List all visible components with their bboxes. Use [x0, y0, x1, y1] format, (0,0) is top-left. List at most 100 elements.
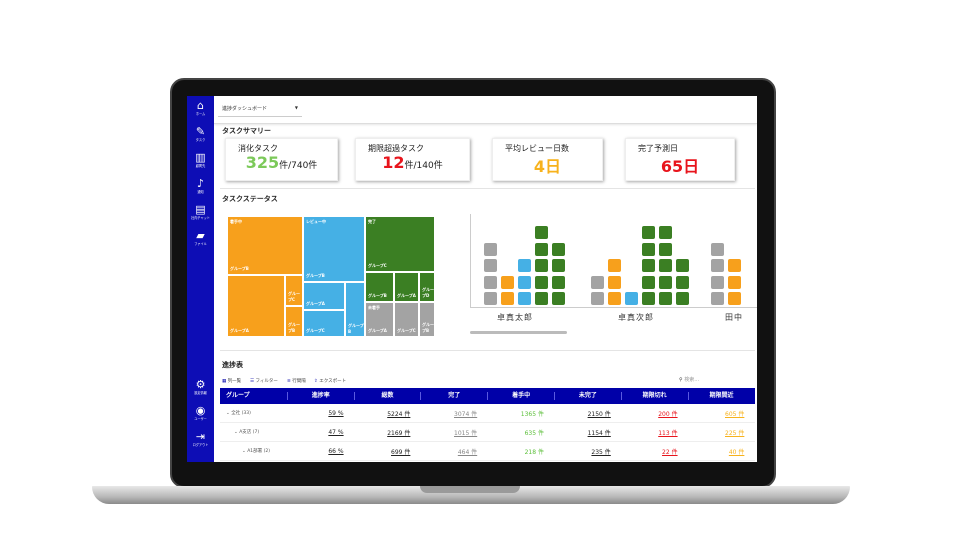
- gear-icon: ⚙: [195, 378, 206, 391]
- group-cell[interactable]: ⌄ A支店 (7): [234, 430, 260, 435]
- dashboard-select[interactable]: 進捗ダッシュボード ▼: [218, 99, 302, 117]
- treemap-cell[interactable]: 完了 グループC: [365, 216, 435, 272]
- treemap-chart: 着手中 グループB グループA グループC グループB レビュー中 グループB グループA グル…: [227, 216, 435, 337]
- treemap-cell[interactable]: グループC: [303, 310, 345, 337]
- treemap-cell[interactable]: グループB: [365, 272, 394, 302]
- treemap-group-label: グループD: [422, 287, 434, 298]
- treemap-cell[interactable]: レビュー中 グループB: [303, 216, 365, 282]
- table-cell[interactable]: 1365 件: [520, 410, 544, 418]
- task-icon: ✎: [195, 125, 206, 138]
- waffle-square: [484, 292, 497, 305]
- treemap-cell[interactable]: グループC: [394, 302, 419, 337]
- table-cell[interactable]: 464 件: [457, 448, 478, 456]
- toolbar-label: 行間隔: [292, 379, 306, 384]
- summary-card: 期限超過タスク 12件/140件: [355, 138, 470, 181]
- toolbar-button-3[interactable]: ⇪ エクスポート: [314, 378, 346, 384]
- table-cell[interactable]: 200 件: [658, 410, 678, 418]
- treemap-cell[interactable]: グループB: [285, 306, 303, 337]
- waffle-square: [642, 226, 655, 239]
- treemap-group-label: グループB: [306, 273, 325, 278]
- summary-card: 平均レビュー日数 4日: [492, 138, 603, 181]
- table-cell[interactable]: 66 %: [328, 447, 344, 455]
- card-unit: 件/140件: [404, 161, 443, 171]
- table-cell[interactable]: 113 件: [658, 429, 678, 437]
- column-header[interactable]: 総数: [353, 392, 421, 400]
- summary-title: タスクサマリー: [222, 127, 271, 135]
- toolbar-button-1[interactable]: ☰ フィルター: [250, 378, 278, 384]
- waffle-square: [728, 275, 741, 289]
- table-cell[interactable]: 2169 件: [387, 429, 411, 437]
- table-cell[interactable]: 2150 件: [587, 410, 611, 418]
- waffle-square: [484, 275, 497, 289]
- toolbar-button-0[interactable]: ▦ 列一覧: [222, 378, 241, 384]
- sidebar-bottom-item-2[interactable]: ⇥ ログアウト: [187, 431, 214, 448]
- table-cell[interactable]: 1154 件: [587, 429, 611, 437]
- waffle-square: [659, 292, 672, 305]
- table-row[interactable]: ⌄ A支店 (7) 47 % 2169 件 1015 件 635 件 1154 件 113 …: [220, 423, 755, 442]
- table-cell[interactable]: 1015 件: [454, 429, 478, 437]
- search-field[interactable]: ⚲ 検索…: [679, 376, 699, 383]
- sidebar-bottom-item-0[interactable]: ⚙ 設定情報: [187, 379, 214, 396]
- treemap-cell[interactable]: グループB: [419, 302, 435, 337]
- sidebar-item-0[interactable]: ⌂ ホーム: [187, 100, 214, 117]
- search-input[interactable]: 検索…: [684, 377, 700, 383]
- sidebar-item-3[interactable]: ♪ 通知: [187, 178, 214, 195]
- treemap-cell[interactable]: グループD: [419, 272, 435, 302]
- table-cell[interactable]: 605 件: [725, 410, 745, 418]
- column-header[interactable]: グループ: [226, 392, 250, 399]
- table-cell[interactable]: 40 件: [728, 448, 745, 456]
- treemap-cell[interactable]: 未着手 グループA: [365, 302, 394, 337]
- treemap-cell[interactable]: グループB: [345, 282, 365, 337]
- waffle-square: [518, 275, 531, 289]
- waffle-square: [728, 259, 741, 272]
- column-header[interactable]: 期限間近: [687, 392, 755, 400]
- card-value: 325: [245, 153, 280, 172]
- toolbar-button-2[interactable]: ≡ 行間隔: [287, 378, 306, 384]
- table-cell[interactable]: 59 %: [328, 409, 344, 417]
- treemap-cell[interactable]: 着手中 グループB: [227, 216, 303, 275]
- column-header[interactable]: 進捗率: [286, 392, 354, 400]
- table-cell[interactable]: 218 件: [524, 448, 544, 456]
- waffle-square: [642, 275, 655, 289]
- table-cell[interactable]: 225 件: [725, 429, 745, 437]
- column-header[interactable]: 着手中: [487, 392, 554, 400]
- waffle-square: [659, 242, 672, 256]
- x-axis: [470, 307, 757, 308]
- person-label: 卓真太郎: [497, 313, 533, 322]
- table-cell[interactable]: 3074 件: [454, 410, 478, 418]
- table-cell[interactable]: 5224 件: [387, 410, 411, 418]
- waffle-square: [659, 226, 672, 239]
- treemap-cell[interactable]: グループC: [285, 275, 303, 306]
- table-row[interactable]: ⌄ 全社 (33) 59 % 5224 件 3074 件 1365 件 2150 件 200…: [220, 404, 755, 423]
- column-header[interactable]: 未完了: [553, 392, 621, 400]
- treemap-group-label: グループB: [230, 266, 249, 271]
- column-header[interactable]: 期限切れ: [620, 392, 688, 400]
- sidebar-bottom-item-1[interactable]: ◉ ユーザー: [187, 405, 214, 422]
- sidebar-item-1[interactable]: ✎ タスク: [187, 126, 214, 143]
- group-cell[interactable]: ⌄ A1部署 (2): [242, 449, 270, 454]
- table-cell[interactable]: 22 件: [662, 448, 678, 456]
- sidebar-item-2[interactable]: ▥ 顧問先: [187, 152, 214, 169]
- table-cell[interactable]: 47 %: [328, 428, 344, 436]
- group-cell[interactable]: ⌄ 全社 (33): [226, 411, 251, 416]
- treemap-cell[interactable]: グループA: [394, 272, 419, 302]
- waffle-square: [642, 259, 655, 272]
- table-cell[interactable]: 699 件: [391, 448, 411, 456]
- treemap-cell[interactable]: グループA: [227, 275, 285, 337]
- sidebar-item-4[interactable]: ▤ 社内チャット: [187, 204, 214, 221]
- column-header[interactable]: 完了: [420, 392, 487, 400]
- horizontal-scrollbar[interactable]: [470, 331, 567, 334]
- laptop-base: [92, 486, 850, 504]
- table-cell[interactable]: 235 件: [591, 448, 611, 456]
- treemap-group-label: グループB: [422, 322, 434, 333]
- treemap-cell[interactable]: グループA: [303, 282, 345, 310]
- sidebar-item-5[interactable]: ▰ ファイル: [187, 230, 214, 247]
- status-title: タスクステータス: [222, 195, 278, 203]
- waffle-square: [676, 259, 689, 272]
- columns-icon: ▦: [222, 379, 228, 384]
- waffle-square: [642, 242, 655, 256]
- table-cell[interactable]: 635 件: [524, 429, 544, 437]
- table-row[interactable]: ⌄ A1部署 (2) 66 % 699 件 464 件 218 件 235 件 22 件 40…: [220, 442, 755, 461]
- card-value: 4日: [533, 157, 562, 176]
- home-icon: ⌂: [197, 99, 204, 112]
